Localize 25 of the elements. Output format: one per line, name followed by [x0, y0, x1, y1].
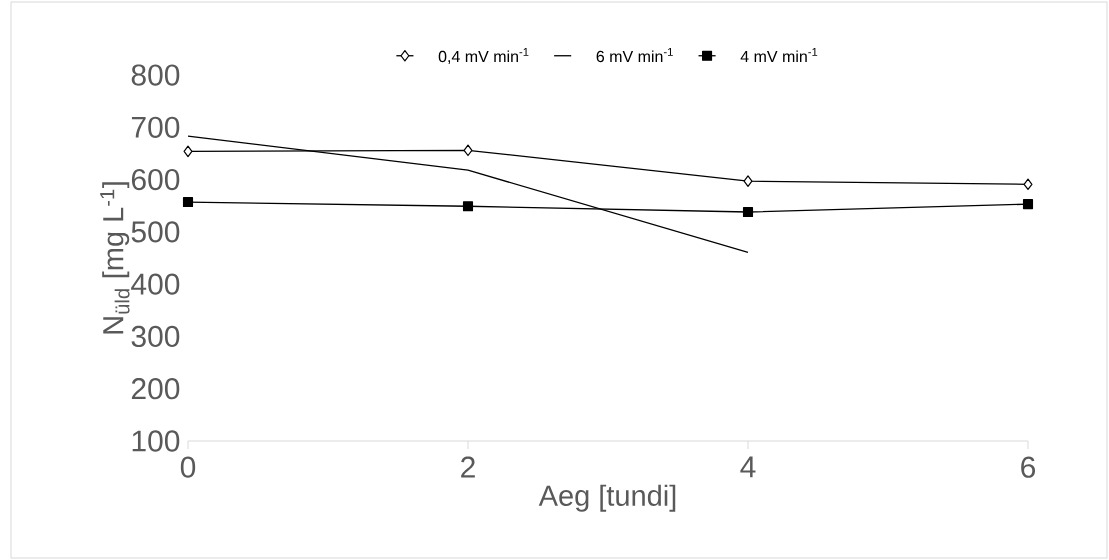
legend-label: 4 mV min$^{-1}$ [740, 48, 818, 62]
x-tick-label: 6 [1021, 456, 1036, 478]
point [182, 197, 194, 208]
y-tick-label: 200 [131, 378, 180, 400]
point [183, 145, 193, 158]
x-axis-title: Aeg [tundi] [538, 484, 676, 512]
legend-label: 6 mV min$^{-1}$ [596, 48, 673, 63]
point [463, 144, 473, 157]
y-tick-label: 100 [132, 430, 180, 452]
point [1023, 178, 1033, 191]
x-tick-label: 0 [180, 456, 196, 478]
point [743, 175, 753, 187]
y-tick-label: 300 [131, 325, 180, 348]
y-tick-label: 400 [131, 273, 180, 295]
x-tick-label: 2 [461, 456, 475, 478]
point [1022, 199, 1034, 210]
point [462, 201, 474, 212]
y-tick-label: 800 [131, 64, 180, 86]
y-tick-label: 700 [131, 116, 180, 138]
y-tick-label: 600 [131, 168, 180, 191]
x-tick-label: 4 [740, 456, 756, 478]
y-tick-label: 500 [131, 221, 180, 243]
point [742, 206, 754, 218]
legend-label: 0,4 mV min$^{-1}$ [438, 48, 529, 65]
y-axis-title: N$_{üld}$ [mg L$^{-1}$] [100, 182, 130, 334]
